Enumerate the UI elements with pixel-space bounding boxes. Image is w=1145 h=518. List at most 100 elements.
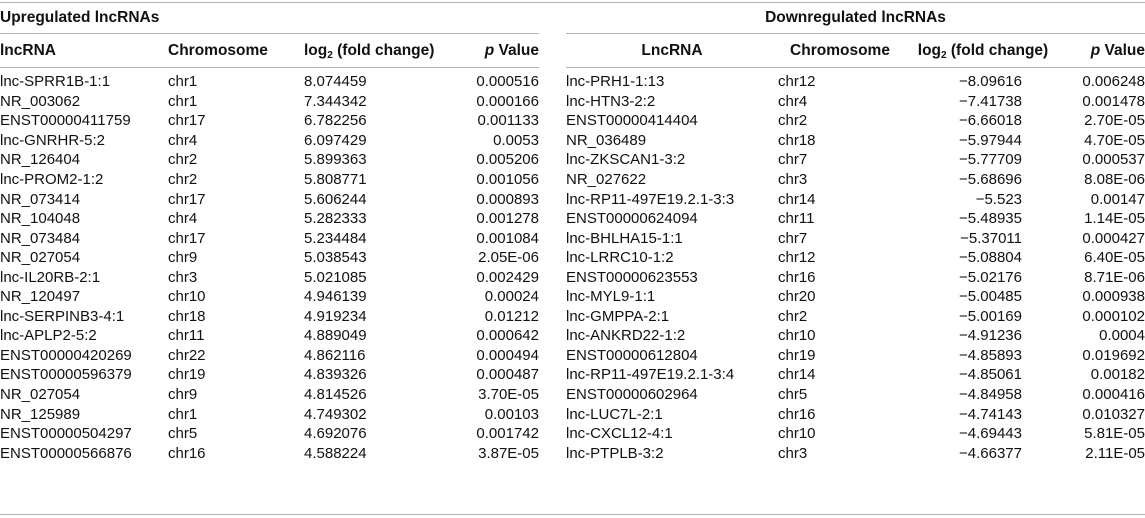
cell-chromosome: chr16: [778, 268, 816, 286]
header-log-subscript: 2: [327, 49, 333, 61]
upregulated-panel: Upregulated lncRNAs lncRNA Chromosome lo…: [0, 3, 539, 463]
cell-p-value: 0.019692: [1082, 346, 1145, 364]
cell-p-value: 0.010327: [1082, 405, 1145, 423]
cell-chromosome: chr7: [778, 229, 808, 247]
table-row: ENST00000612804 chr19 −4.85893 0.019692: [566, 346, 1145, 366]
cell-log2-fold-change: −5.02176: [959, 268, 1022, 286]
downregulated-table: LncRNA Chromosome log2 (fold change) p V…: [566, 34, 1145, 463]
cell-chromosome: chr9: [168, 249, 198, 267]
table-row: ENST00000624094 chr11 −5.48935 1.14E-05: [566, 209, 1145, 229]
cell-lncrna: ENST00000504297: [0, 425, 132, 443]
cell-p-value: 8.08E-06: [1084, 171, 1145, 188]
upregulated-table: lncRNA Chromosome log2 (fold change) p V…: [0, 34, 539, 463]
table-row: lnc-LRRC10-1:2 chr12 −5.08804 6.40E-05: [566, 248, 1145, 268]
cell-lncrna: lnc-ZKSCAN1-3:2: [566, 151, 686, 169]
cell-lncrna: lnc-BHLHA15-1:1: [566, 229, 683, 247]
cell-chromosome: chr17: [168, 112, 206, 130]
cell-log2-fold-change: 4.749302: [304, 405, 367, 423]
cell-chromosome: chr1: [168, 405, 198, 423]
header-log-text: log: [304, 41, 328, 59]
cell-p-value: 0.000416: [1082, 386, 1145, 404]
cell-chromosome: chr2: [168, 171, 198, 188]
cell-chromosome: chr4: [168, 131, 198, 149]
cell-p-value: 4.70E-05: [1084, 131, 1145, 149]
cell-chromosome: chr10: [778, 327, 816, 345]
cell-chromosome: chr20: [778, 288, 816, 306]
cell-chromosome: chr22: [168, 346, 206, 364]
cell-p-value: 0.0053: [493, 131, 539, 149]
cell-lncrna: ENST00000623553: [566, 268, 698, 286]
cell-chromosome: chr19: [778, 346, 816, 364]
cell-chromosome: chr11: [778, 210, 815, 228]
downregulated-panel: Downregulated lncRNAs LncRNA Chromosome …: [566, 3, 1145, 463]
cell-p-value: 0.001742: [476, 425, 539, 443]
table-row: NR_027054 chr9 4.814526 3.70E-05: [0, 385, 539, 405]
table-row: lnc-CXCL12-4:1 chr10 −4.69443 5.81E-05: [566, 424, 1145, 444]
cell-lncrna: ENST00000566876: [0, 444, 132, 462]
table-row: lnc-MYL9-1:1 chr20 −5.00485 0.000938: [566, 287, 1145, 307]
cell-lncrna: NR_036489: [566, 131, 647, 149]
cell-chromosome: chr5: [778, 386, 808, 404]
cell-p-value: 0.001278: [476, 210, 539, 228]
cell-p-value: 2.70E-05: [1084, 112, 1145, 130]
cell-lncrna: lnc-SPRR1B-1:1: [0, 73, 111, 91]
cell-p-value: 0.000166: [476, 92, 539, 110]
header-value-text: Value: [1100, 41, 1145, 59]
cell-log2-fold-change: 4.919234: [304, 307, 367, 325]
cell-p-value: 0.001133: [477, 112, 539, 130]
cell-p-value: 0.001056: [476, 171, 539, 188]
cell-chromosome: chr10: [778, 425, 816, 443]
cell-chromosome: chr2: [778, 112, 808, 130]
cell-p-value: 2.11E-05: [1085, 444, 1145, 462]
table-row: ENST00000504297 chr5 4.692076 0.001742: [0, 424, 539, 444]
cell-log2-fold-change: 4.889049: [304, 327, 367, 345]
cell-lncrna: lnc-SERPINB3-4:1: [0, 307, 125, 325]
cell-chromosome: chr16: [778, 405, 816, 423]
header-fold-change-text: (fold change): [332, 41, 435, 59]
cell-lncrna: lnc-LRRC10-1:2: [566, 249, 674, 267]
cell-p-value: 0.000102: [1082, 307, 1145, 325]
table-row: lnc-BHLHA15-1:1 chr7 −5.37011 0.000427: [566, 228, 1145, 248]
upregulated-body: lnc-SPRR1B-1:1 chr1 8.074459 0.000516 NR_003…: [0, 68, 539, 463]
table-top-rule: [0, 2, 1145, 3]
cell-chromosome: chr1: [168, 92, 198, 110]
cell-p-value: 0.000516: [476, 73, 539, 91]
cell-p-value: 0.001478: [1082, 92, 1145, 110]
cell-p-value: 0.002429: [476, 268, 539, 286]
cell-chromosome: chr18: [778, 131, 816, 149]
cell-log2-fold-change: 5.899363: [304, 151, 367, 169]
header-log2-fold-change: log2 (fold change): [304, 34, 470, 68]
cell-log2-fold-change: −7.41738: [959, 92, 1022, 110]
cell-p-value: 1.14E-05: [1084, 210, 1145, 228]
cell-lncrna: lnc-CXCL12-4:1: [566, 425, 673, 443]
cell-log2-fold-change: 5.808771: [304, 171, 367, 188]
header-fold-change-text: (fold change): [946, 41, 1049, 59]
table-row: ENST00000596379 chr19 4.839326 0.000487: [0, 365, 539, 385]
table-row: NR_125989 chr1 4.749302 0.00103: [0, 404, 539, 424]
table-row: NR_126404 chr2 5.899363 0.005206: [0, 150, 539, 170]
cell-chromosome: chr19: [168, 366, 206, 384]
cell-chromosome: chr17: [168, 190, 206, 208]
cell-lncrna: lnc-MYL9-1:1: [566, 288, 656, 306]
table-row: lnc-ZKSCAN1-3:2 chr7 −5.77709 0.000537: [566, 150, 1145, 170]
table-row: ENST00000566876 chr16 4.588224 3.87E-05: [0, 443, 539, 463]
downregulated-title: Downregulated lncRNAs: [765, 9, 946, 26]
cell-chromosome: chr14: [778, 366, 816, 384]
cell-log2-fold-change: −4.69443: [959, 425, 1022, 443]
cell-log2-fold-change: −4.66377: [959, 444, 1022, 462]
cell-lncrna: NR_027054: [0, 386, 81, 404]
header-p-italic: p: [1090, 41, 1101, 59]
table-row: lnc-PROM2-1:2 chr2 5.808771 0.001056: [0, 170, 539, 190]
table-row: lnc-APLP2-5:2 chr11 4.889049 0.000642: [0, 326, 539, 346]
cell-p-value: 0.000494: [476, 346, 539, 364]
cell-chromosome: chr2: [168, 151, 198, 169]
downregulated-title-rule: [566, 33, 1145, 34]
table-row: NR_036489 chr18 −5.97944 4.70E-05: [566, 131, 1145, 151]
cell-chromosome: chr2: [778, 307, 808, 325]
cell-lncrna: ENST00000414404: [566, 112, 698, 130]
table-row: lnc-GMPPA-2:1 chr2 −5.00169 0.000102: [566, 307, 1145, 327]
cell-log2-fold-change: −5.77709: [959, 151, 1022, 169]
header-p-value: p Value: [1064, 34, 1145, 68]
header-lncrna: LncRNA: [566, 34, 778, 68]
